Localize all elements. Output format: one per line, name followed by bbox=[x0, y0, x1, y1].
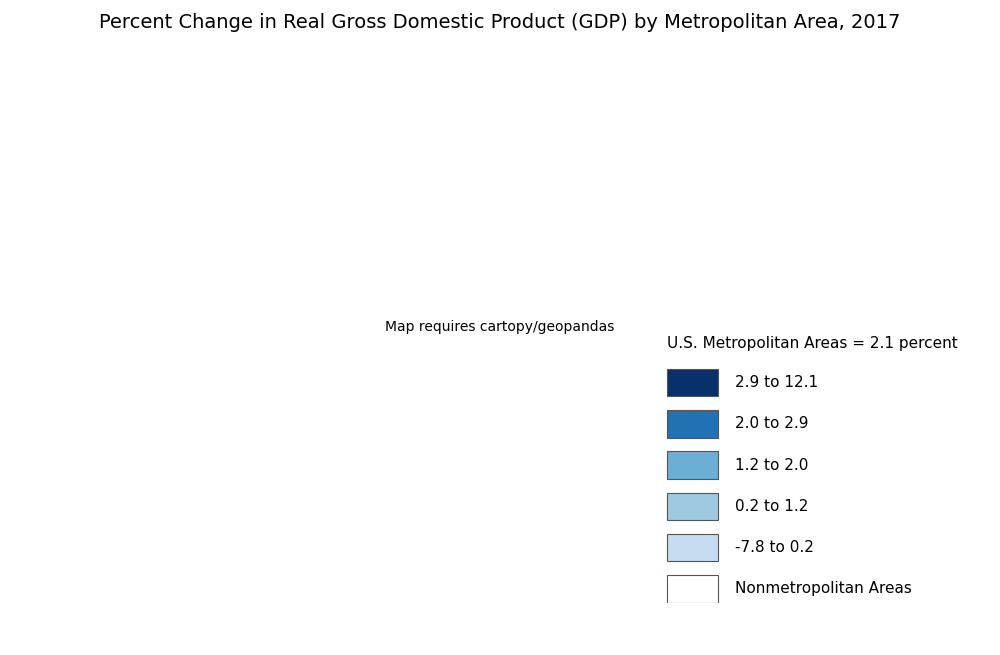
Text: 1.2 to 2.0: 1.2 to 2.0 bbox=[735, 458, 808, 472]
Text: 2.9 to 12.1: 2.9 to 12.1 bbox=[735, 375, 818, 390]
Text: Nonmetropolitan Areas: Nonmetropolitan Areas bbox=[735, 582, 912, 596]
FancyBboxPatch shape bbox=[667, 369, 718, 396]
Text: Percent Change in Real Gross Domestic Product (GDP) by Metropolitan Area, 2017: Percent Change in Real Gross Domestic Pr… bbox=[99, 13, 901, 32]
FancyBboxPatch shape bbox=[667, 451, 718, 479]
FancyBboxPatch shape bbox=[667, 493, 718, 520]
Text: Map requires cartopy/geopandas: Map requires cartopy/geopandas bbox=[385, 320, 615, 335]
Text: 0.2 to 1.2: 0.2 to 1.2 bbox=[735, 499, 808, 514]
Text: -7.8 to 0.2: -7.8 to 0.2 bbox=[735, 540, 814, 555]
FancyBboxPatch shape bbox=[667, 575, 718, 603]
Text: U.S. Metropolitan Areas = 2.1 percent: U.S. Metropolitan Areas = 2.1 percent bbox=[667, 336, 958, 351]
Text: 2.0 to 2.9: 2.0 to 2.9 bbox=[735, 417, 808, 431]
FancyBboxPatch shape bbox=[667, 410, 718, 438]
FancyBboxPatch shape bbox=[667, 534, 718, 561]
